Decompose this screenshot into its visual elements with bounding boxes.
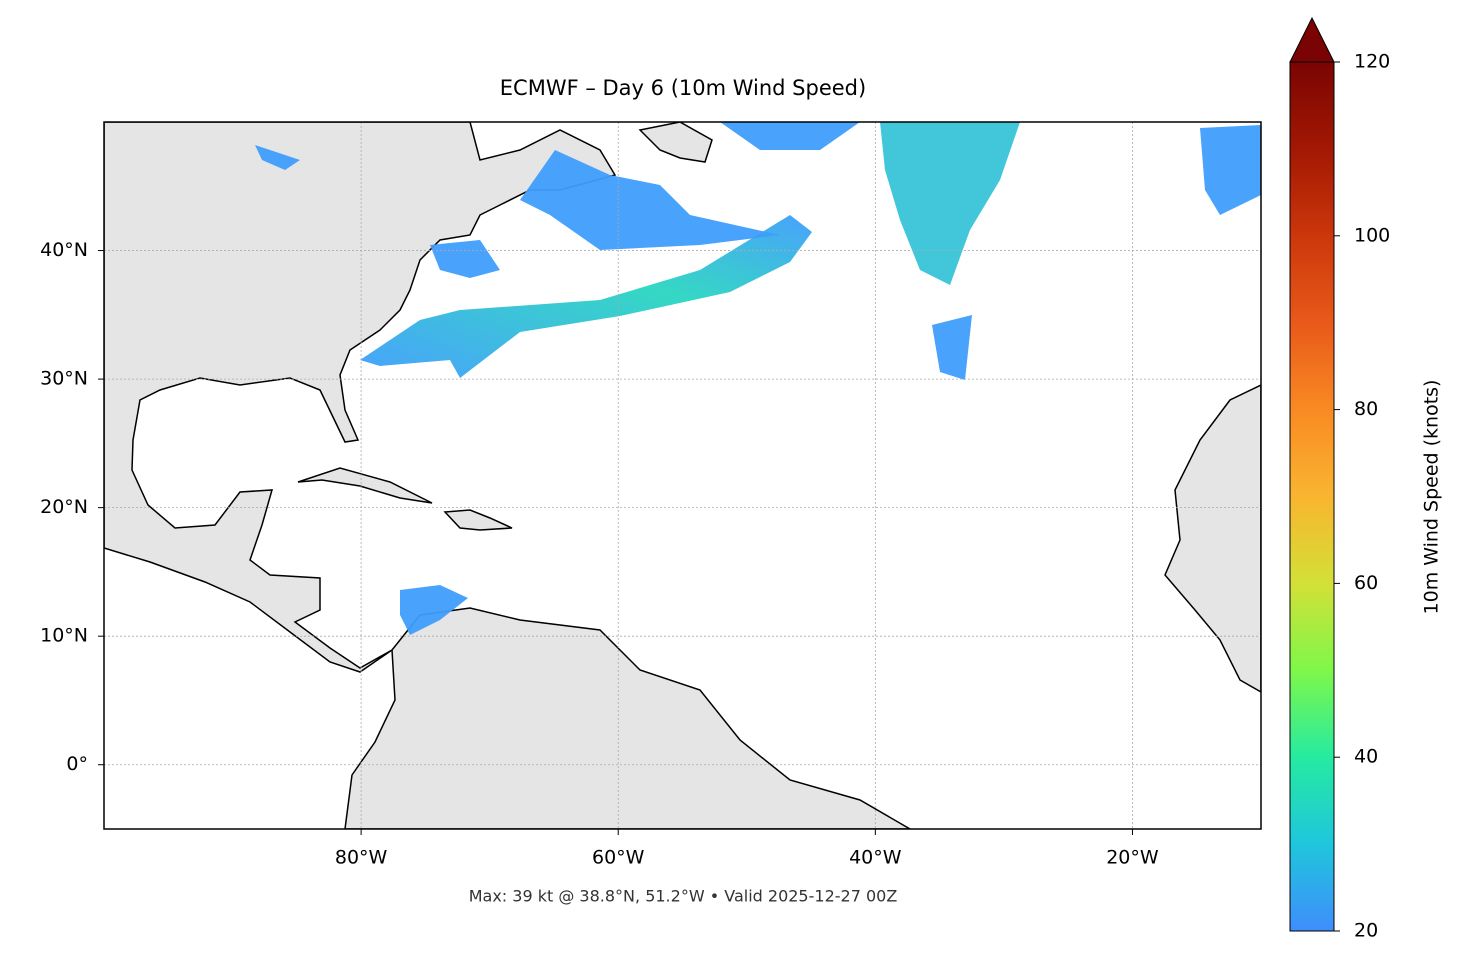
wind-band [360,215,812,378]
wind-area [520,150,780,250]
colorbar [1289,61,1335,932]
x-tick-label: 60°W [592,847,645,869]
wind-area [1200,125,1261,215]
y-tick-label: 10°N [40,625,88,647]
colorbar-label: 10m Wind Speed (knots) [1421,380,1443,615]
wind-area [720,122,860,150]
colorbar-tick-label: 120 [1354,51,1390,73]
cuba [297,467,433,504]
map-title: ECMWF – Day 6 (10m Wind Speed) [500,76,866,100]
newfoundland [638,122,713,163]
wind-area [932,315,972,380]
footer: Max: 39 kt @ 38.8°N, 51.2°W • Valid 2025… [469,887,898,906]
wind-area [255,145,300,170]
hispaniola [443,509,513,531]
wind-area [430,240,500,278]
x-tick-label: 40°W [849,847,902,869]
north-america [104,122,617,673]
colorbar-tick-label: 20 [1354,920,1378,942]
africa [1164,384,1261,693]
grid [104,122,1261,829]
x-tick-label: 80°W [335,847,388,869]
colorbar-extend [1289,16,1335,63]
x-tick-label: 20°W [1106,847,1159,869]
y-tick-label: 40°N [40,239,88,261]
wind-area [880,122,1020,285]
colorbar-tick-label: 40 [1354,746,1378,768]
south-america [344,607,912,829]
wind-area [400,585,468,635]
y-tick-label: 20°N [40,496,88,518]
colorbar-tick-label: 100 [1354,224,1390,246]
y-tick-label: 0° [66,753,88,775]
colorbar-tick-label: 60 [1354,572,1378,594]
colorbar-tick-label: 80 [1354,398,1378,420]
map-frame [103,121,1262,830]
y-tick-label: 30°N [40,368,88,390]
map-area [104,122,1261,829]
